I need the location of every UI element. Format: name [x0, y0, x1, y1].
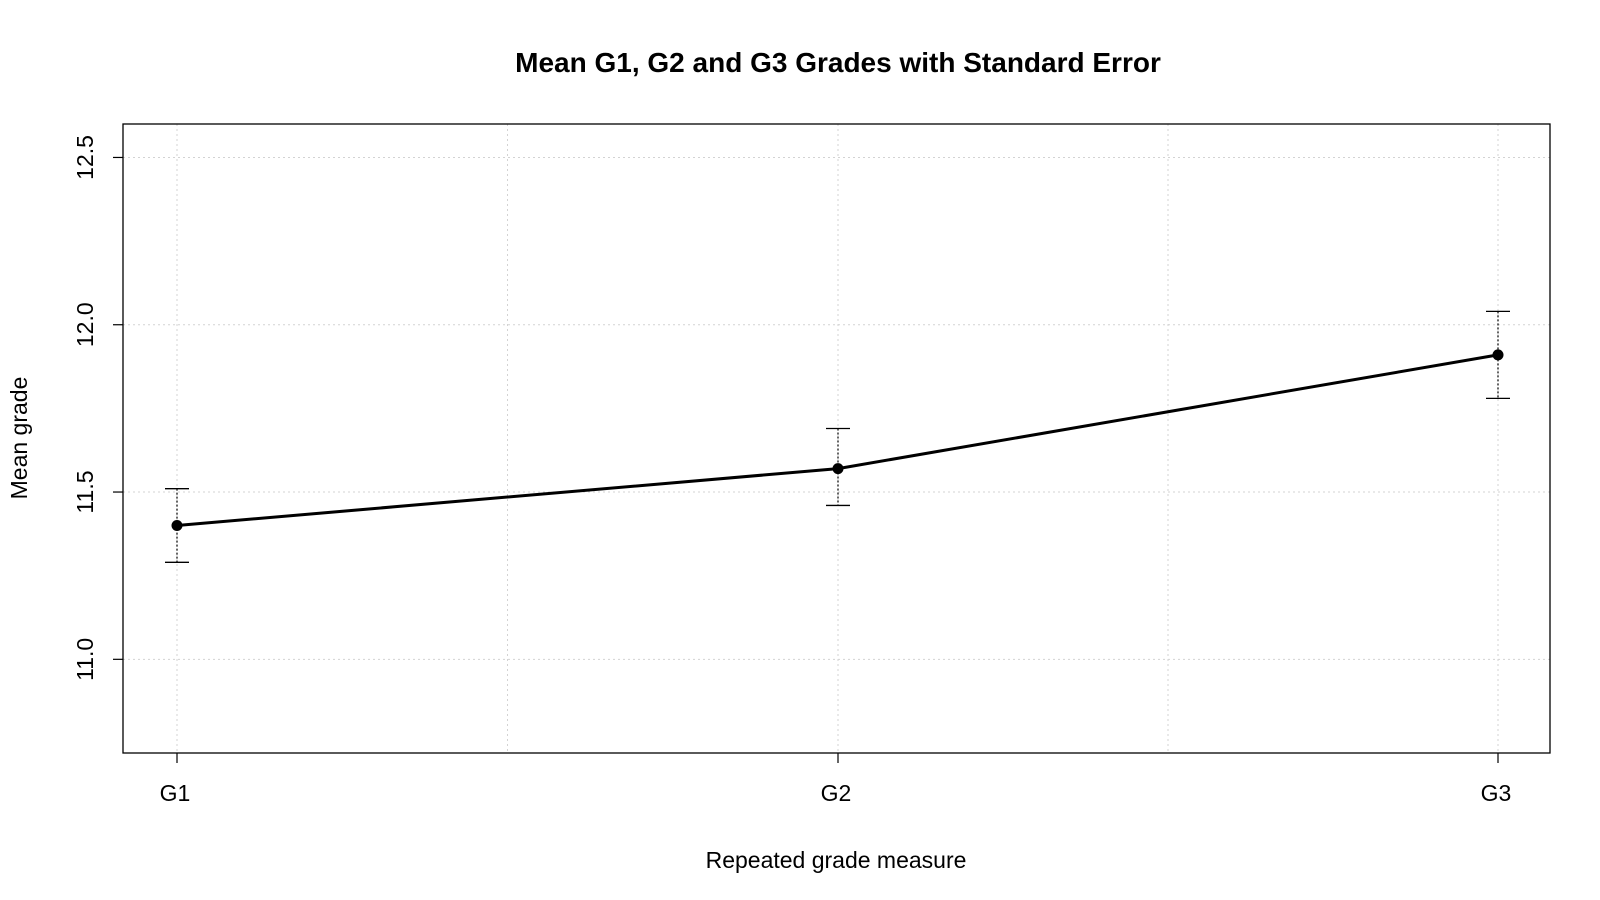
grid [123, 124, 1550, 753]
plot-frame [122, 123, 1551, 754]
x-tick-label: G3 [1481, 780, 1512, 806]
x-axis-label: Repeated grade measure [706, 847, 967, 873]
error-bars [165, 310, 1510, 563]
y-tick-label: 12.0 [72, 302, 98, 347]
y-tick-label: 12.5 [72, 135, 98, 180]
y-tick-label: 11.0 [72, 638, 98, 681]
data-points [171, 349, 1504, 531]
y-axis-label: Mean grade [6, 377, 32, 500]
x-axis: G1 G2 G3 [160, 753, 1512, 806]
x-tick-label: G1 [160, 780, 191, 806]
y-tick-label: 11.5 [72, 471, 98, 514]
data-point [171, 519, 183, 531]
x-tick-label: G2 [821, 780, 852, 806]
y-axis: 11.0 11.5 12.0 12.5 [72, 135, 123, 681]
data-point [832, 463, 844, 475]
data-point [1492, 349, 1504, 361]
chart-title: Mean G1, G2 and G3 Grades with Standard … [515, 47, 1161, 78]
